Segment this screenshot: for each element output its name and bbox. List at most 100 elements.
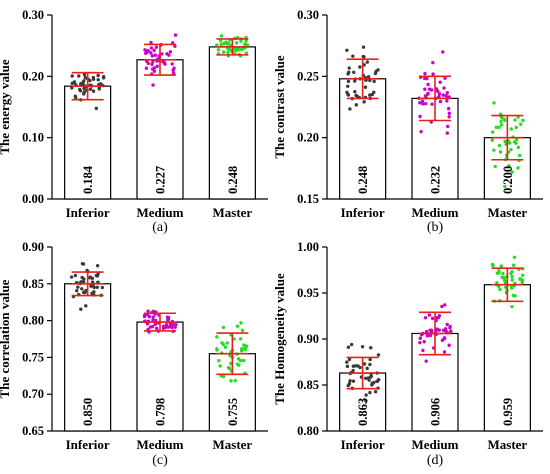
x-tick-label: Inferior [66, 437, 110, 452]
data-point [346, 79, 351, 84]
data-point [79, 307, 83, 311]
chart-panel-2: 0.15 0.20 0.25 0.30 The contrast value 0.248 I… [272, 8, 543, 235]
x-tick-label: Master [213, 205, 253, 220]
data-point [418, 114, 422, 119]
data-point [80, 287, 84, 291]
data-point [84, 304, 88, 308]
data-point [447, 111, 451, 116]
data-point [445, 322, 449, 327]
y-tick-label: 0.20 [297, 131, 319, 145]
data-point [218, 364, 222, 368]
value-label: 0.227 [154, 166, 168, 194]
data-point [449, 329, 453, 334]
y-tick-label: 0.15 [297, 192, 319, 206]
data-point [172, 66, 176, 70]
data-point [234, 41, 239, 45]
data-point [77, 74, 81, 78]
y-axis-label: The Homogeneity value [272, 273, 287, 405]
data-point [510, 278, 514, 282]
data-point [146, 309, 150, 313]
data-point [443, 303, 447, 307]
y-tick-label: 0.85 [22, 277, 44, 291]
data-point [241, 358, 246, 363]
panel-label: (b) [427, 220, 444, 235]
data-point [244, 39, 248, 43]
data-point [72, 80, 77, 84]
data-point [236, 48, 241, 52]
data-point [347, 66, 351, 70]
data-point [355, 94, 360, 99]
data-point [349, 342, 354, 347]
y-tick-label: 0.65 [22, 424, 44, 438]
data-point [239, 39, 243, 44]
data-point [374, 69, 378, 74]
data-point [216, 48, 221, 52]
data-point [364, 393, 368, 397]
data-point [88, 78, 92, 83]
data-point [229, 379, 233, 383]
data-point [228, 353, 232, 358]
data-point [151, 315, 155, 319]
data-point [150, 62, 154, 66]
data-point [171, 71, 176, 75]
data-point [144, 66, 149, 70]
data-point [345, 364, 350, 369]
data-point [217, 359, 221, 363]
data-point [234, 48, 238, 53]
data-point [420, 99, 425, 103]
bar-inferior [64, 85, 112, 200]
data-point [345, 48, 349, 52]
data-point [517, 153, 522, 158]
value-label: 0.184 [81, 165, 95, 194]
bar-master [208, 46, 256, 200]
data-point [367, 378, 371, 382]
data-point [447, 343, 451, 347]
x-tick-label: Inferior [341, 205, 385, 220]
y-tick-label: 0.10 [22, 131, 44, 145]
data-point [82, 72, 87, 77]
y-axis-label: The correlation value [0, 279, 12, 398]
data-point [101, 74, 106, 79]
data-point [437, 92, 442, 96]
data-point [154, 318, 158, 323]
data-point [443, 76, 447, 80]
data-point [146, 49, 151, 53]
data-point [363, 85, 368, 89]
data-point [218, 39, 223, 43]
data-point [145, 322, 150, 326]
data-point [76, 285, 80, 289]
x-tick-label: Inferior [66, 205, 110, 220]
y-tick-label: 0.30 [22, 8, 44, 22]
data-point [510, 286, 514, 290]
data-point [100, 285, 105, 290]
data-point [438, 80, 442, 84]
data-point [150, 54, 154, 58]
data-point [519, 122, 523, 126]
data-point [235, 362, 240, 366]
data-point [370, 92, 374, 97]
x-tick-label: Inferior [341, 437, 385, 452]
data-point [442, 336, 447, 340]
data-point [372, 380, 376, 385]
data-point [143, 48, 147, 52]
data-point [215, 335, 219, 339]
value-label: 0.906 [429, 398, 443, 426]
data-point [421, 102, 425, 106]
data-point [143, 313, 147, 317]
data-point [215, 43, 219, 47]
data-point [423, 87, 427, 91]
value-label: 0.200 [501, 166, 515, 194]
chart-panel-4: 0.80 0.85 0.90 0.95 1.00 The Homogeneity valu… [272, 240, 543, 468]
data-point [423, 316, 428, 320]
data-point [87, 276, 92, 280]
data-point [445, 131, 449, 135]
data-point [82, 79, 86, 83]
data-point [425, 334, 430, 338]
data-point [173, 33, 178, 37]
data-point [165, 315, 170, 319]
data-point [513, 118, 517, 122]
data-point [362, 100, 366, 104]
value-label: 0.248 [356, 166, 370, 194]
data-point [444, 329, 448, 333]
data-point [511, 263, 516, 267]
